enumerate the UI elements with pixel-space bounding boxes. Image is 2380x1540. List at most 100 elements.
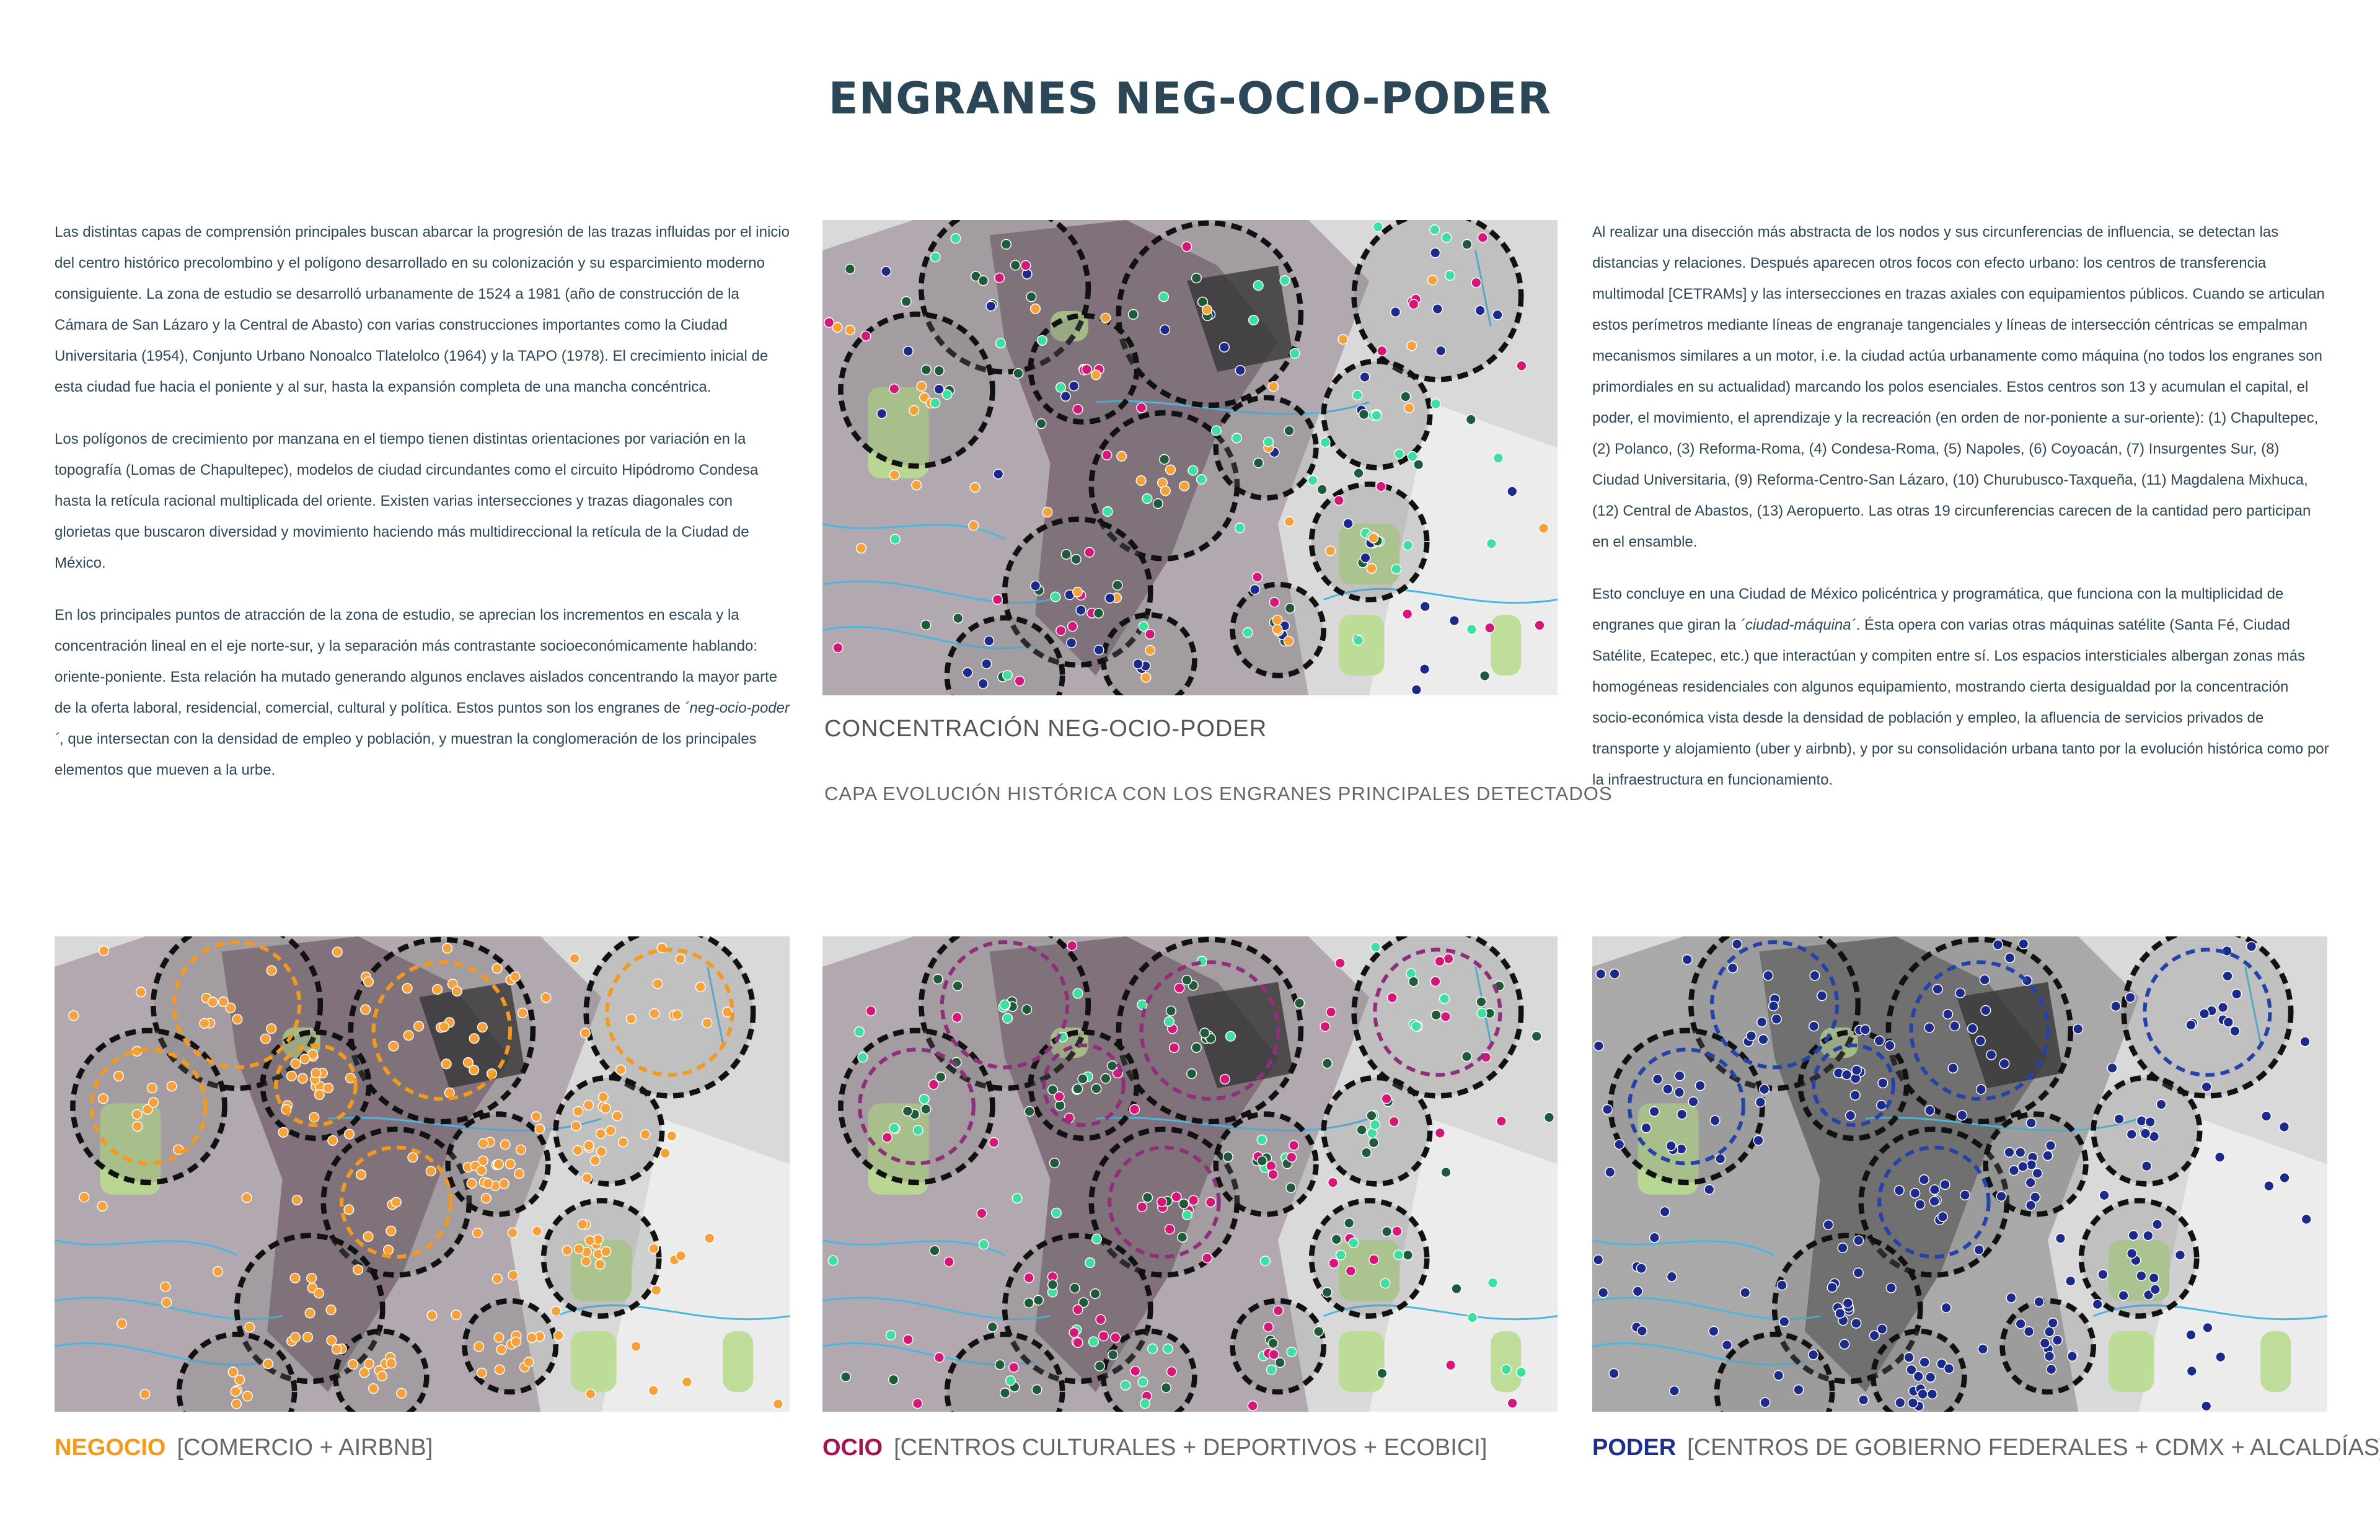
point (1267, 1169, 1279, 1180)
point (2008, 1165, 2019, 1176)
point (994, 1359, 1006, 1370)
point (1352, 390, 1363, 401)
point (1941, 1302, 1952, 1313)
point (1402, 540, 1414, 551)
gear-outline (1230, 1298, 1326, 1395)
point (476, 1165, 487, 1176)
point (462, 1057, 474, 1068)
point (1370, 941, 1381, 953)
point (232, 1014, 243, 1025)
point (648, 1385, 659, 1396)
point (615, 1064, 627, 1075)
gear-outline (1002, 1233, 1153, 1384)
point (363, 976, 374, 987)
point (1234, 522, 1245, 534)
point (885, 1329, 897, 1341)
point (1808, 1349, 1819, 1360)
point (1507, 1397, 1518, 1409)
point (478, 1138, 489, 1149)
point (451, 1309, 462, 1321)
point (1100, 312, 1111, 323)
point (2198, 1008, 2210, 1019)
gear-outline (1101, 1328, 1197, 1412)
point (1816, 990, 1828, 1001)
point (651, 1285, 662, 1296)
river (2093, 1304, 2327, 1321)
point (1188, 465, 1199, 476)
point (1307, 475, 1318, 486)
point (2025, 1159, 2037, 1171)
point (2279, 1172, 2290, 1184)
point (1771, 1013, 1782, 1024)
point (1088, 1336, 1099, 1347)
point (212, 1266, 224, 1277)
point (1191, 273, 1202, 284)
point (901, 296, 912, 307)
point (1913, 1371, 1924, 1382)
point (218, 996, 229, 1008)
point (2144, 1116, 2156, 1128)
point (1467, 1312, 1478, 1323)
point (1338, 334, 1349, 345)
point (1144, 628, 1156, 640)
text-run: , que intersectan con la densidad de emp… (55, 731, 757, 778)
point (1388, 1116, 1399, 1127)
point (1171, 1191, 1182, 1202)
point (952, 980, 963, 992)
panel-name: OCIO (822, 1435, 883, 1461)
river (55, 1239, 237, 1256)
point (376, 1370, 387, 1382)
point (439, 1021, 450, 1032)
point (2246, 941, 2257, 952)
point (473, 1341, 485, 1352)
point (1081, 364, 1092, 375)
point (1895, 1397, 1906, 1408)
point (1159, 324, 1171, 335)
gear-area (840, 314, 993, 466)
focus-ring (340, 1145, 453, 1259)
river (1592, 1296, 1820, 1321)
point (1013, 367, 1024, 379)
point (1434, 956, 1445, 967)
point (1274, 1357, 1285, 1368)
point (476, 1367, 487, 1379)
point (2044, 1350, 2055, 1362)
point (1893, 1185, 1905, 1196)
green-area (1491, 615, 1522, 676)
point (1120, 1379, 1131, 1391)
point (1858, 1394, 1869, 1406)
gear-outline (1351, 936, 1524, 1099)
point (987, 1321, 998, 1332)
point (2278, 1121, 2290, 1132)
point (1266, 1364, 1277, 1376)
point (1708, 1326, 1719, 1337)
point (1394, 449, 1405, 460)
point (2185, 1329, 2197, 1340)
paragraph: Las distintas capas de comprensión princ… (55, 224, 790, 395)
point (1174, 982, 1185, 993)
point (1247, 1400, 1258, 1412)
point (889, 534, 901, 545)
point (1202, 1252, 1213, 1264)
point (290, 1058, 301, 1069)
point (1135, 475, 1147, 486)
gear-area (1800, 1032, 1907, 1138)
urban-core (1187, 265, 1294, 372)
point (919, 1094, 930, 1105)
point (363, 1358, 374, 1370)
point (1776, 1280, 1787, 1291)
point (2152, 1219, 2163, 1230)
point (1967, 1023, 1978, 1034)
point (1877, 1078, 1889, 1089)
point (902, 345, 914, 357)
point (160, 1281, 171, 1292)
point (902, 1106, 913, 1117)
point (675, 1250, 687, 1262)
gear-outline (1002, 516, 1153, 668)
point (977, 275, 989, 286)
focus-ring (2143, 948, 2272, 1077)
point (909, 405, 920, 416)
point (2215, 1352, 2226, 1363)
point (1531, 1031, 1542, 1042)
point (1356, 1124, 1367, 1135)
